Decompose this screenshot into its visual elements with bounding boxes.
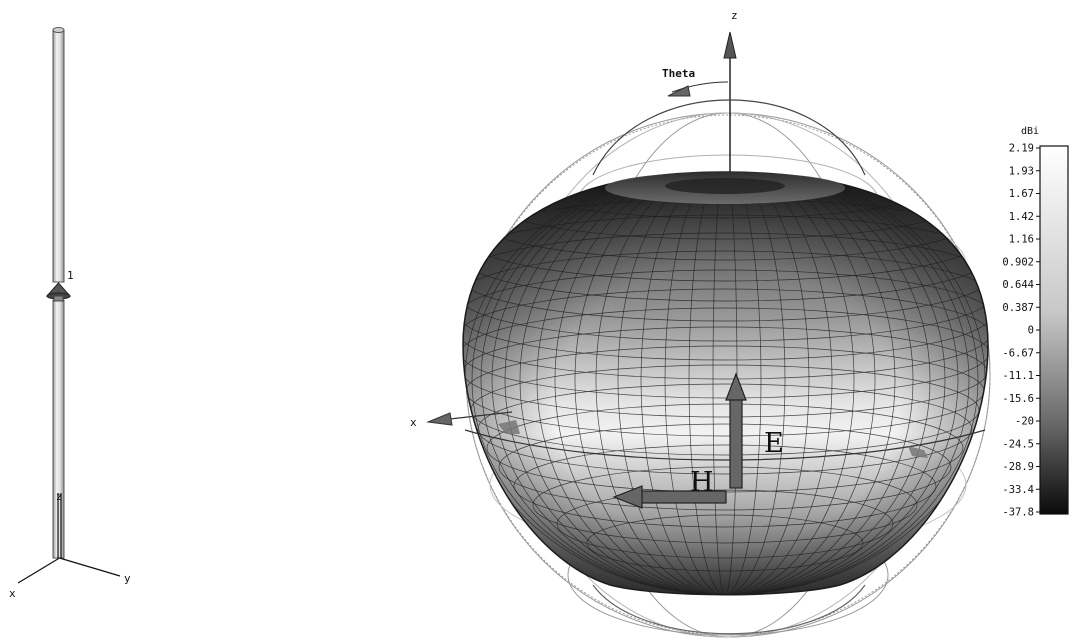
dipole-axes [17, 493, 121, 584]
z-axis-label: z [731, 9, 738, 22]
dipole-upper-arm [52, 29, 65, 283]
x-axis-arrow-icon [426, 412, 453, 426]
x-axis-label: x [410, 416, 417, 429]
phi-marker-left-icon [498, 420, 520, 434]
colorbar-tick-label: -6.67 [1002, 347, 1034, 359]
colorbar-tick-label: -33.4 [1002, 484, 1034, 496]
colorbar-tick-label: 0.644 [1002, 279, 1034, 291]
dipole-model: 1 z x y [9, 27, 131, 600]
colorbar-tick-label: 1.16 [1009, 234, 1034, 246]
z-axis-arrow-icon [723, 31, 737, 59]
colorbar-tick-label: -24.5 [1002, 438, 1034, 450]
colorbar-tick-label: -37.8 [1002, 507, 1034, 519]
colorbar-tick-label: -28.9 [1002, 461, 1034, 473]
dipole-top-cap [52, 27, 65, 33]
colorbar-tick-label: 1.42 [1009, 211, 1034, 223]
colorbar-unit: dBi [1021, 126, 1039, 137]
colorbar-tick-label: 2.19 [1009, 143, 1034, 155]
port-label: 1 [67, 269, 74, 282]
dipole-axis-x-label: x [9, 587, 16, 600]
e-field-label: E [764, 428, 784, 459]
theta-label: Theta [662, 67, 695, 80]
colorbar-tick-label: 0.387 [1002, 302, 1034, 314]
colorbar-tick-label: 0.902 [1002, 256, 1034, 268]
colorbar-tick-label: -15.6 [1002, 393, 1034, 405]
theta-arrow-icon [667, 85, 691, 97]
h-field-arrow [612, 485, 727, 509]
phi-marker-right-icon [908, 446, 928, 458]
dipole-axis-z-label: z [56, 492, 62, 503]
e-field-arrow [725, 372, 747, 489]
colorbar-ticks: 2.19 1.93 1.67 1.42 1.16 0.902 0.644 0.387 0 -6.6… [1002, 143, 1040, 519]
dipole-axis-y-label: y [124, 572, 131, 585]
colorbar-gradient [1039, 145, 1069, 515]
colorbar-tick-label: 0 [1028, 325, 1034, 337]
radiation-pattern-view: z Theta [410, 9, 991, 638]
colorbar-tick-label: -11.1 [1002, 370, 1034, 382]
colorbar: dBi 2.19 1.93 1.67 1.42 1.16 0.902 0.644 0.387 0… [1002, 126, 1069, 519]
colorbar-tick-label: 1.93 [1009, 165, 1034, 177]
colorbar-tick-label: 1.67 [1009, 188, 1034, 200]
h-field-label: H [690, 467, 714, 498]
colorbar-tick-label: -20 [1015, 416, 1034, 428]
radiation-surface [462, 171, 989, 596]
